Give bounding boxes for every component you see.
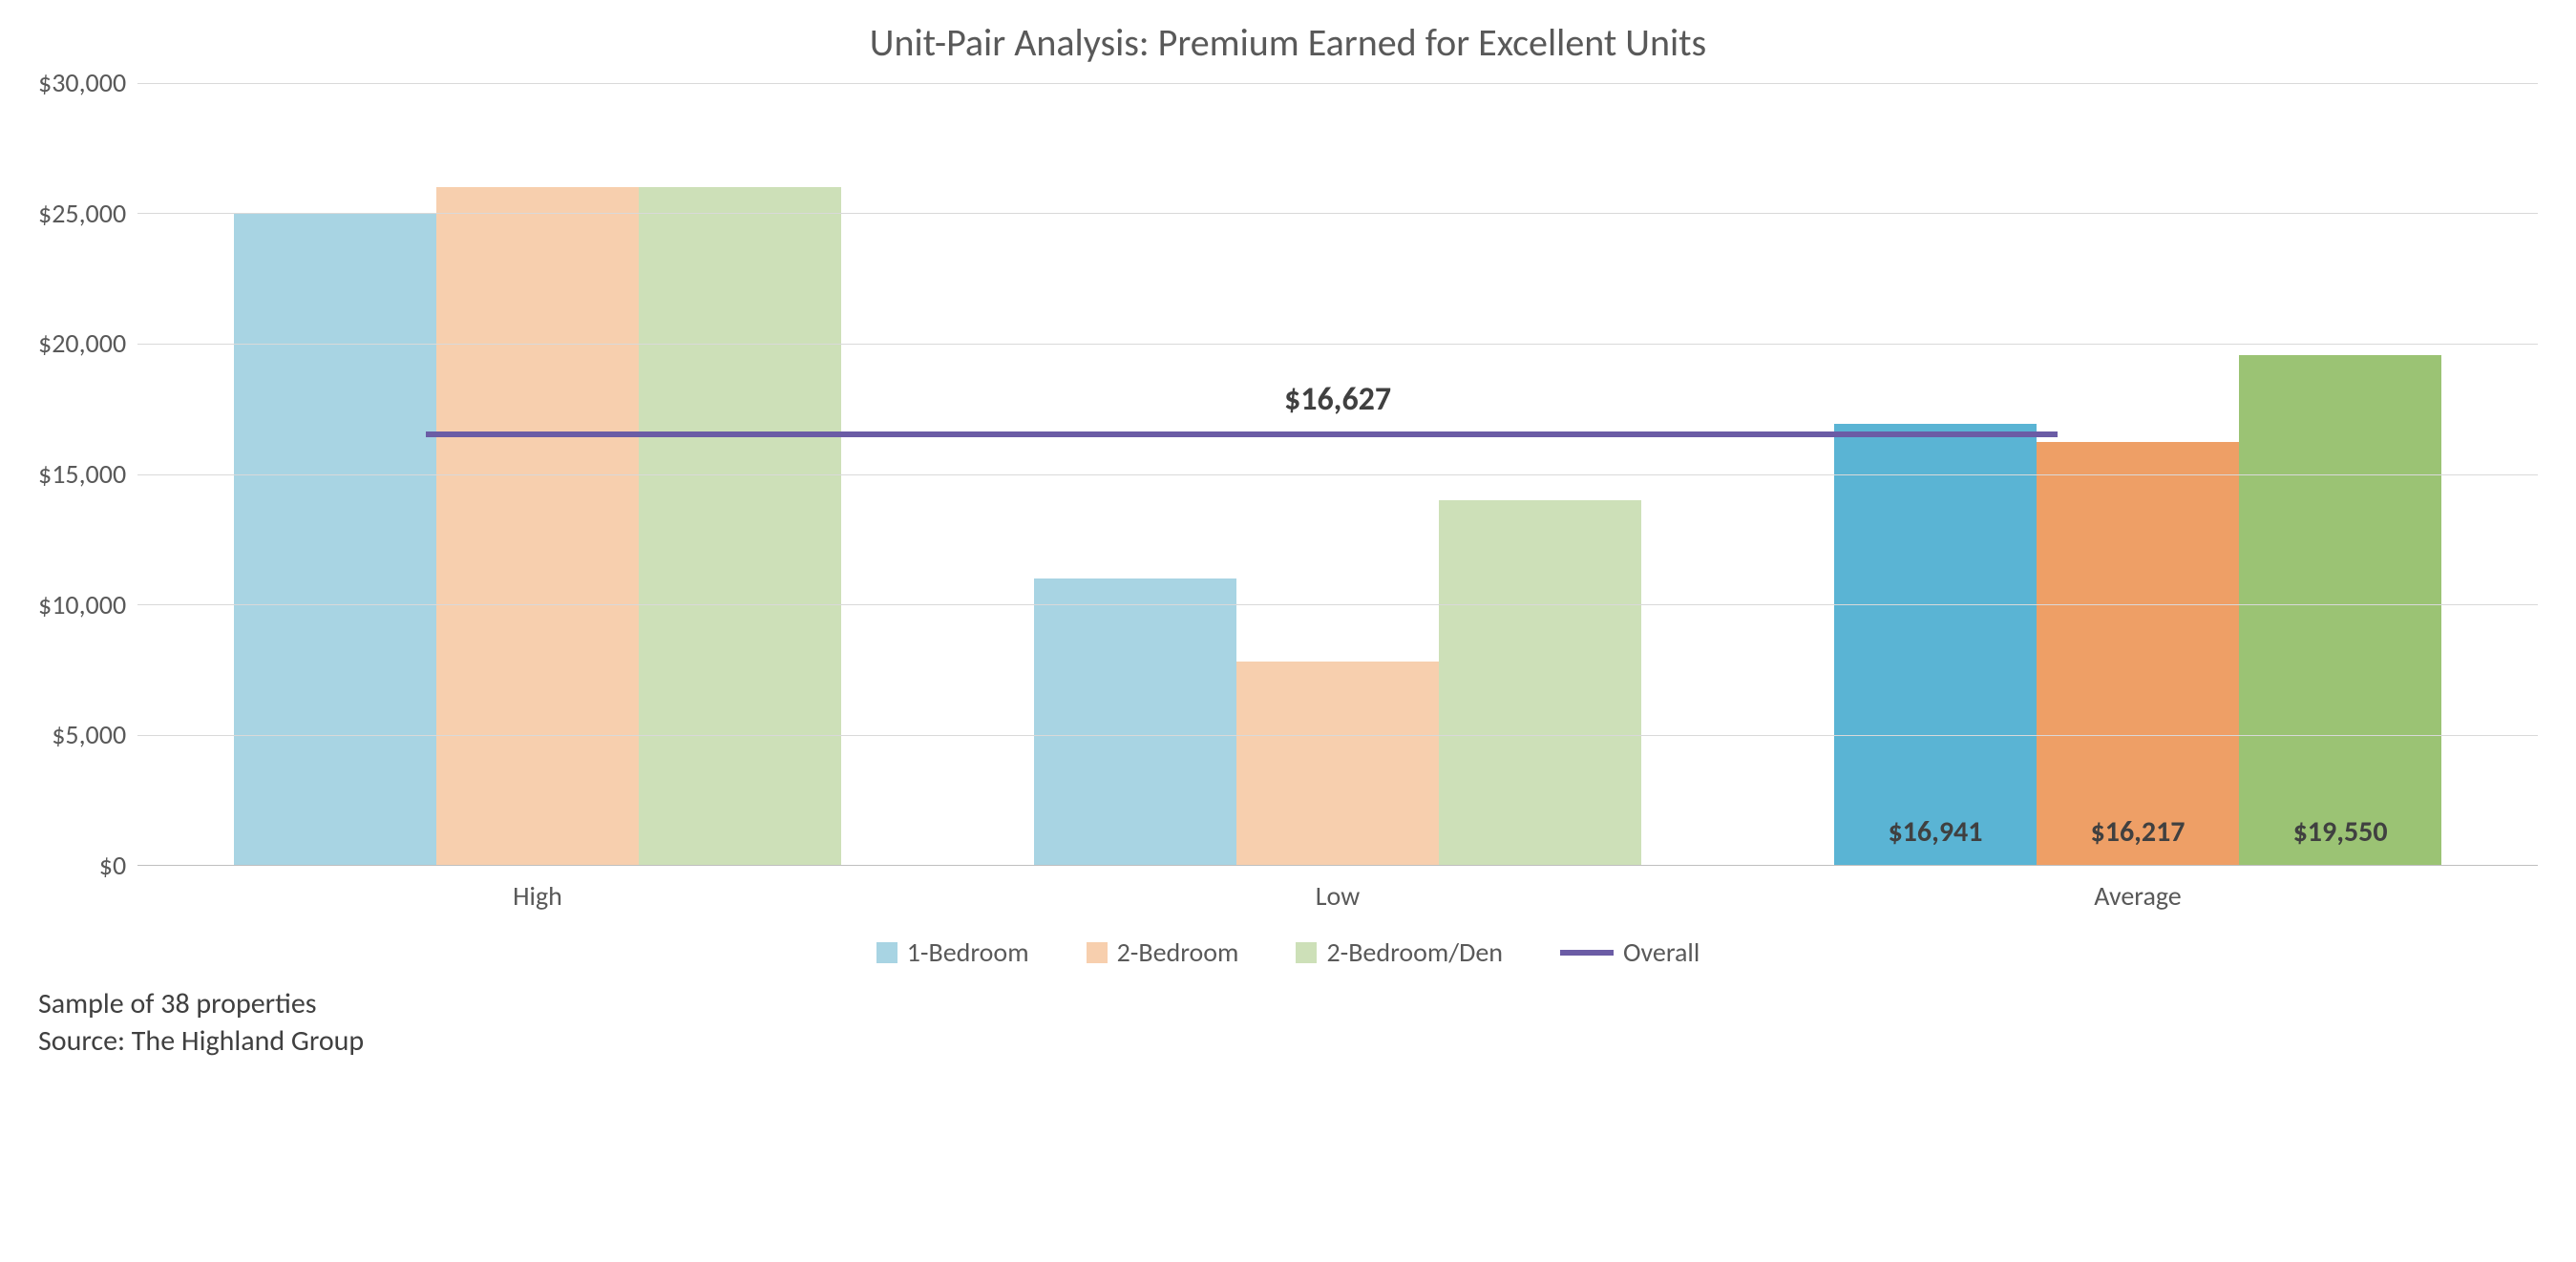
footnote-line: Sample of 38 properties	[38, 986, 2538, 1021]
bar-value-label: $19,550	[2293, 814, 2388, 850]
legend-label: 2-Bedroom	[1117, 936, 1239, 969]
x-axis-spacer	[38, 866, 137, 913]
legend-item: 2-Bedroom/Den	[1296, 936, 1503, 969]
chart-container: Unit-Pair Analysis: Premium Earned for E…	[38, 19, 2538, 1059]
legend-label: Overall	[1623, 936, 1700, 969]
overall-line	[426, 431, 2058, 437]
legend-swatch	[1087, 942, 1108, 963]
legend: 1-Bedroom 2-Bedroom 2-Bedroom/Den Overall	[38, 936, 2538, 969]
legend-item: 1-Bedroom	[876, 936, 1029, 969]
chart-title: Unit-Pair Analysis: Premium Earned for E…	[38, 19, 2538, 66]
bar	[1034, 578, 1236, 865]
legend-swatch	[1296, 942, 1317, 963]
bar	[1236, 662, 1439, 865]
overall-line-label: $16,627	[1284, 380, 1391, 419]
bar: $16,941	[1834, 424, 2037, 865]
legend-label: 2-Bedroom/Den	[1326, 936, 1503, 969]
legend-item: Overall	[1560, 936, 1700, 969]
plot-wrap: $30,000$25,000$20,000$15,000$10,000$5,00…	[38, 83, 2538, 866]
gridline	[137, 604, 2538, 605]
x-axis-label: Average	[1738, 866, 2538, 913]
bar: $19,550	[2239, 355, 2441, 865]
gridline	[137, 474, 2538, 475]
plot-area: $16,941 $16,217 $19,550 $16,627	[137, 83, 2538, 866]
legend-item: 2-Bedroom	[1087, 936, 1239, 969]
bar	[1439, 500, 1641, 865]
footnotes: Sample of 38 propertiesSource: The Highl…	[38, 986, 2538, 1059]
x-axis-label: Low	[938, 866, 1738, 913]
y-axis: $30,000$25,000$20,000$15,000$10,000$5,00…	[38, 83, 137, 866]
bar	[234, 214, 436, 866]
gridline	[137, 213, 2538, 214]
x-axis: HighLowAverage	[38, 866, 2538, 913]
bar-value-label: $16,217	[2091, 814, 2185, 850]
bar: $16,217	[2037, 442, 2239, 865]
bar	[436, 187, 639, 865]
gridline	[137, 83, 2538, 84]
legend-label: 1-Bedroom	[907, 936, 1029, 969]
gridline	[137, 344, 2538, 345]
bar	[639, 187, 841, 865]
footnote-line: Source: The Highland Group	[38, 1023, 2538, 1059]
legend-line-swatch	[1560, 950, 1614, 956]
legend-swatch	[876, 942, 897, 963]
bar-value-label: $16,941	[1888, 814, 1982, 850]
gridline	[137, 735, 2538, 736]
x-axis-label: High	[137, 866, 938, 913]
x-axis-labels: HighLowAverage	[137, 866, 2538, 913]
